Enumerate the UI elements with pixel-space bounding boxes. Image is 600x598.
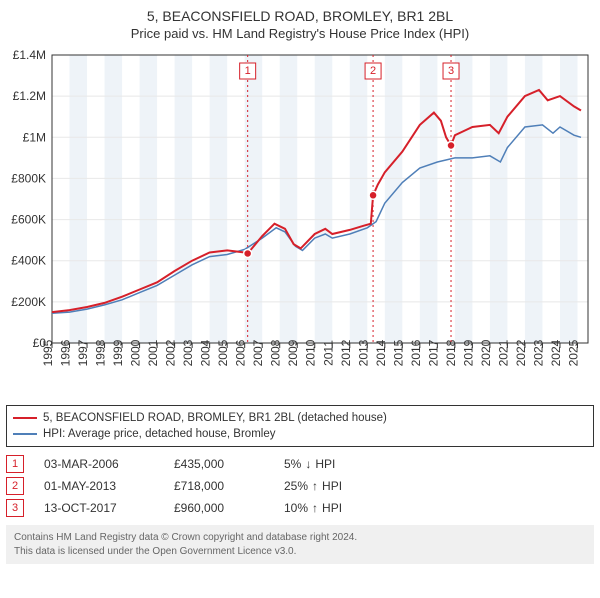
ytick-label: £600K [11,213,46,227]
ytick-label: £1M [23,130,46,144]
attribution: Contains HM Land Registry data © Crown c… [6,525,594,564]
sale-marker-num: 2 [370,65,376,77]
ytick-label: £800K [11,171,46,185]
event-delta: 25%↑HPI [284,479,342,493]
legend-row: HPI: Average price, detached house, Brom… [13,426,587,442]
page-subtitle: Price paid vs. HM Land Registry's House … [0,26,600,41]
legend-label: 5, BEACONSFIELD ROAD, BROMLEY, BR1 2BL (… [43,412,387,424]
legend-swatch [13,433,37,435]
event-date: 01-MAY-2013 [44,479,154,493]
event-price: £718,000 [174,479,264,493]
event-price: £435,000 [174,457,264,471]
event-row: 1 03-MAR-2006 £435,000 5%↓HPI [6,453,594,475]
legend: 5, BEACONSFIELD ROAD, BROMLEY, BR1 2BL (… [6,405,594,447]
sale-marker-dot [369,191,377,199]
legend-swatch [13,417,37,419]
attribution-line: This data is licensed under the Open Gov… [14,545,586,559]
ytick-label: £1.2M [13,89,46,103]
ytick-label: £400K [11,254,46,268]
xtick-label: 2011 [321,340,335,366]
arrow-up-icon: ↑ [312,501,318,515]
event-marker-box: 2 [6,477,24,495]
attribution-line: Contains HM Land Registry data © Crown c… [14,531,586,545]
arrow-up-icon: ↑ [312,479,318,493]
sale-marker-num: 1 [245,65,251,77]
sale-marker-dot [447,142,455,150]
arrow-down-icon: ↓ [305,457,311,471]
ytick-label: £1.4M [13,48,46,62]
ytick-label: £200K [11,295,46,309]
event-date: 03-MAR-2006 [44,457,154,471]
sale-events-table: 1 03-MAR-2006 £435,000 5%↓HPI 2 01-MAY-2013 £7… [6,453,594,519]
price-chart: £0£200K£400K£600K£800K£1M£1.2M£1.4M19951… [6,47,594,403]
event-delta: 5%↓HPI [284,457,335,471]
page-title: 5, BEACONSFIELD ROAD, BROMLEY, BR1 2BL [0,8,600,24]
event-marker-box: 3 [6,499,24,517]
event-row: 2 01-MAY-2013 £718,000 25%↑HPI [6,475,594,497]
event-marker-box: 1 [6,455,24,473]
event-price: £960,000 [174,501,264,515]
sale-marker-num: 3 [448,65,454,77]
legend-label: HPI: Average price, detached house, Brom… [43,428,275,440]
event-delta: 10%↑HPI [284,501,342,515]
event-row: 3 13-OCT-2017 £960,000 10%↑HPI [6,497,594,519]
event-date: 13-OCT-2017 [44,501,154,515]
sale-marker-dot [244,250,252,258]
legend-row: 5, BEACONSFIELD ROAD, BROMLEY, BR1 2BL (… [13,410,587,426]
